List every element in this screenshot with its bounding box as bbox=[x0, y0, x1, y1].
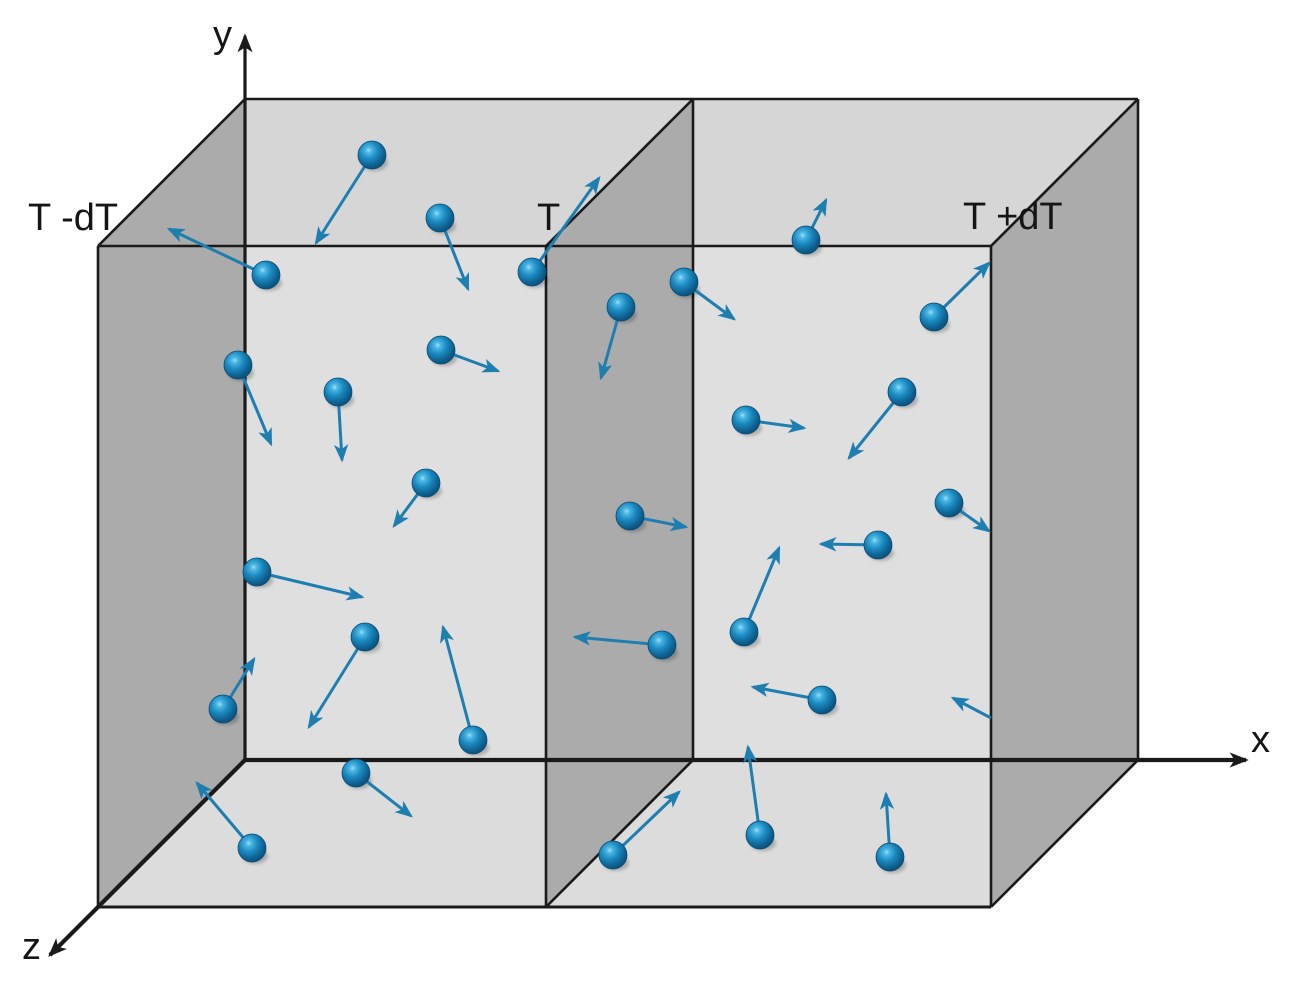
middle-wall-t bbox=[546, 99, 693, 907]
wall-label-t: T bbox=[537, 197, 560, 239]
molecule-sphere bbox=[729, 617, 759, 647]
velocity-arrow bbox=[530, 175, 601, 273]
velocity-arrow-from-wall bbox=[950, 696, 992, 720]
molecule-sphere bbox=[669, 267, 699, 297]
velocity-arrow bbox=[307, 636, 367, 730]
velocity-arrow bbox=[742, 545, 781, 633]
edge-bottom-right-diag bbox=[990, 759, 1139, 908]
molecule-sphere bbox=[208, 694, 238, 724]
molecule-sphere bbox=[242, 557, 272, 587]
box-faces bbox=[98, 99, 1138, 907]
molecule-sphere bbox=[598, 840, 628, 870]
molecule-sphere bbox=[731, 405, 761, 435]
wall-label-t-minus-dt: T -dT bbox=[28, 197, 118, 239]
axis-labels: y x z bbox=[22, 14, 1270, 968]
velocity-arrow bbox=[611, 790, 681, 857]
molecule-sphere bbox=[615, 501, 645, 531]
molecule-sphere bbox=[323, 377, 353, 407]
edge-top-mid-diag bbox=[545, 98, 694, 247]
molecule-sphere bbox=[887, 377, 917, 407]
box-edges bbox=[96, 97, 1140, 909]
molecule-sphere bbox=[791, 225, 821, 255]
molecule-sphere bbox=[458, 725, 488, 755]
velocity-arrow bbox=[166, 227, 267, 277]
edge-top-right-diag bbox=[990, 98, 1139, 247]
molecule-sphere bbox=[350, 622, 380, 652]
gas-molecules bbox=[208, 140, 964, 872]
molecule-sphere bbox=[863, 530, 893, 560]
molecule-sphere bbox=[237, 833, 267, 863]
edge-bottom-mid-diag bbox=[545, 759, 694, 908]
molecule-sphere bbox=[411, 468, 441, 498]
right-wall-t-plus-dt bbox=[991, 99, 1138, 907]
molecule-sphere bbox=[251, 260, 281, 290]
molecule-sphere bbox=[934, 488, 964, 518]
y-axis-label: y bbox=[213, 14, 232, 56]
molecule-sphere bbox=[807, 685, 837, 715]
wall-label-t-plus-dt: T +dT bbox=[963, 196, 1063, 238]
velocity-arrow bbox=[572, 631, 663, 647]
molecule-sphere bbox=[745, 820, 775, 850]
molecule-sphere bbox=[341, 758, 371, 788]
molecule-sphere bbox=[425, 203, 455, 233]
molecule-sphere bbox=[875, 842, 905, 872]
x-axis-label: x bbox=[1251, 719, 1270, 761]
velocity-arrow bbox=[256, 570, 365, 601]
velocity-arrow bbox=[440, 624, 475, 741]
front-face bbox=[98, 246, 991, 907]
molecule-sphere bbox=[517, 257, 547, 287]
velocity-arrow bbox=[314, 154, 374, 246]
z-axis-label: z bbox=[22, 926, 41, 968]
molecule-sphere bbox=[647, 630, 677, 660]
molecule-sphere bbox=[357, 140, 387, 170]
molecule-sphere bbox=[426, 335, 456, 365]
molecule-sphere bbox=[919, 302, 949, 332]
z-axis-line bbox=[48, 758, 247, 957]
temperature-labels: T -dT T T +dT bbox=[28, 196, 1063, 239]
velocity-arrow bbox=[742, 744, 762, 836]
molecule-sphere bbox=[223, 350, 253, 380]
edge-top-left-diag bbox=[97, 98, 246, 247]
left-wall-t-minus-dt bbox=[98, 99, 245, 907]
molecule-sphere bbox=[606, 292, 636, 322]
